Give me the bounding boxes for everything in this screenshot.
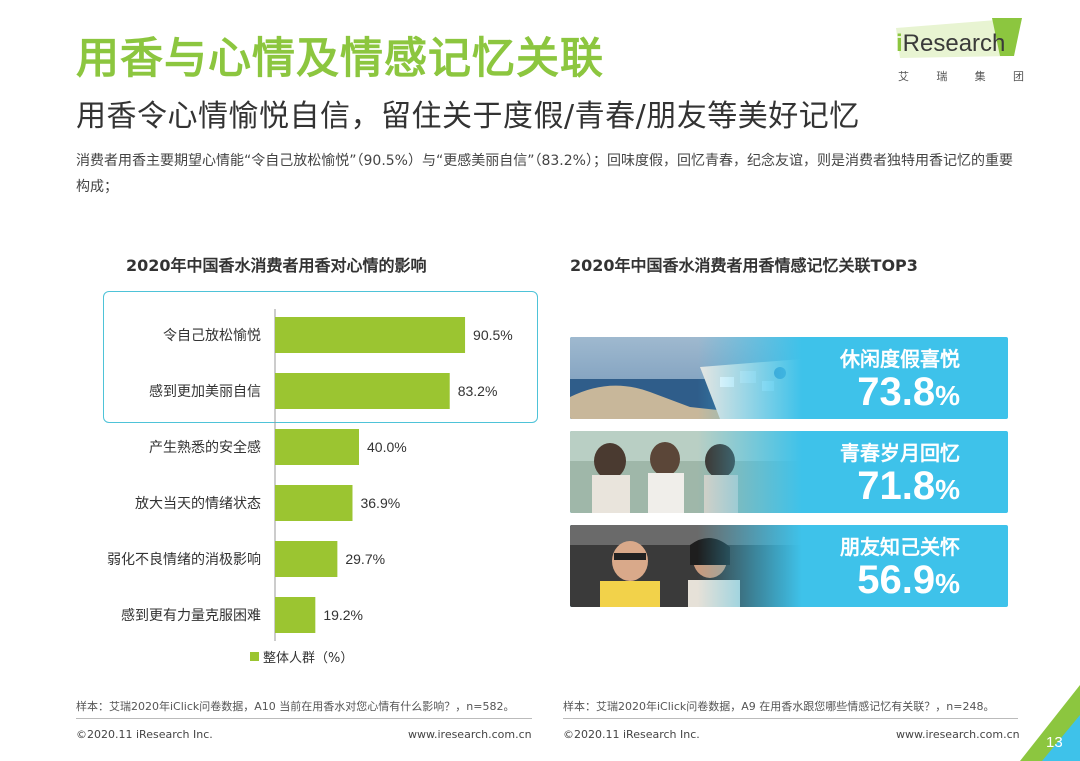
- category-label: 产生熟悉的安全感: [149, 439, 261, 456]
- legend-swatch: [250, 652, 259, 661]
- website-link-right[interactable]: www.iresearch.com.cn: [896, 728, 1020, 741]
- memory-value: 73.8%: [857, 370, 960, 414]
- sample-note-left: 样本：艾瑞2020年iClick问卷数据，A10 当前在用香水对您心情有什么影响…: [76, 700, 515, 713]
- logo-wordmark: iResearch: [896, 30, 1006, 57]
- memory-label: 休闲度假喜悦: [840, 347, 960, 371]
- page-number: 13: [1046, 734, 1063, 751]
- memory-label: 青春岁月回忆: [840, 441, 960, 465]
- value-label: 40.0%: [367, 439, 407, 455]
- website-link-left[interactable]: www.iresearch.com.cn: [408, 728, 532, 741]
- highlight-box: [103, 291, 538, 423]
- bar: [275, 485, 353, 521]
- bar: [275, 429, 359, 465]
- memory-value: 71.8%: [857, 464, 960, 508]
- legend-label: 整体人群（%）: [263, 651, 354, 666]
- page-subtitle: 用香令心情愉悦自信，留住关于度假/青春/朋友等美好记忆: [76, 99, 860, 134]
- value-label: 19.2%: [323, 607, 363, 623]
- copyright-left: ©2020.11 iResearch Inc.: [76, 728, 213, 741]
- copyright-right: ©2020.11 iResearch Inc.: [563, 728, 700, 741]
- page-corner-icon: [1020, 685, 1080, 761]
- logo-subtitle: 艾瑞集团: [898, 70, 1024, 83]
- chart-legend: 整体人群（%）: [250, 647, 353, 666]
- memory-value: 56.9%: [857, 558, 960, 602]
- seaside-village-photo: [570, 337, 802, 419]
- logo-shape-icon: [896, 18, 1022, 58]
- footer-divider-right: [563, 718, 1018, 719]
- memory-label: 朋友知己关怀: [840, 535, 960, 559]
- category-label: 放大当天的情绪状态: [135, 496, 261, 512]
- value-label: 29.7%: [345, 551, 385, 567]
- iresearch-logo: iResearch 艾瑞集团: [890, 18, 1030, 88]
- category-label: 弱化不良情绪的消极影响: [107, 552, 261, 568]
- page-title: 用香与心情及情感记忆关联: [76, 34, 604, 84]
- footer-divider-left: [76, 718, 532, 719]
- memory-chart-title: 2020年中国香水消费者用香情感记忆关联TOP3: [570, 256, 918, 275]
- value-label: 36.9%: [360, 495, 400, 511]
- friends-photo: [570, 431, 802, 513]
- bar: [275, 597, 316, 633]
- bar: [275, 541, 338, 577]
- memory-card-friends: 朋友知己关怀 56.9%: [570, 525, 1008, 607]
- memory-card-youth: 青春岁月回忆 71.8%: [570, 431, 1008, 513]
- bar-chart-title: 2020年中国香水消费者用香对心情的影响: [126, 256, 427, 275]
- sample-note-right: 样本：艾瑞2020年iClick问卷数据，A9 在用香水跟您哪些情感记忆有关联？…: [563, 700, 995, 713]
- laughing-friends-photo: [570, 525, 802, 607]
- memory-card-vacation: 休闲度假喜悦 73.8%: [570, 337, 1008, 419]
- page-description: 消费者用香主要期望心情能“令自己放松愉悦”（90.5%）与“更感美丽自信”（83…: [76, 153, 1013, 195]
- category-label: 感到更有力量克服困难: [121, 607, 261, 624]
